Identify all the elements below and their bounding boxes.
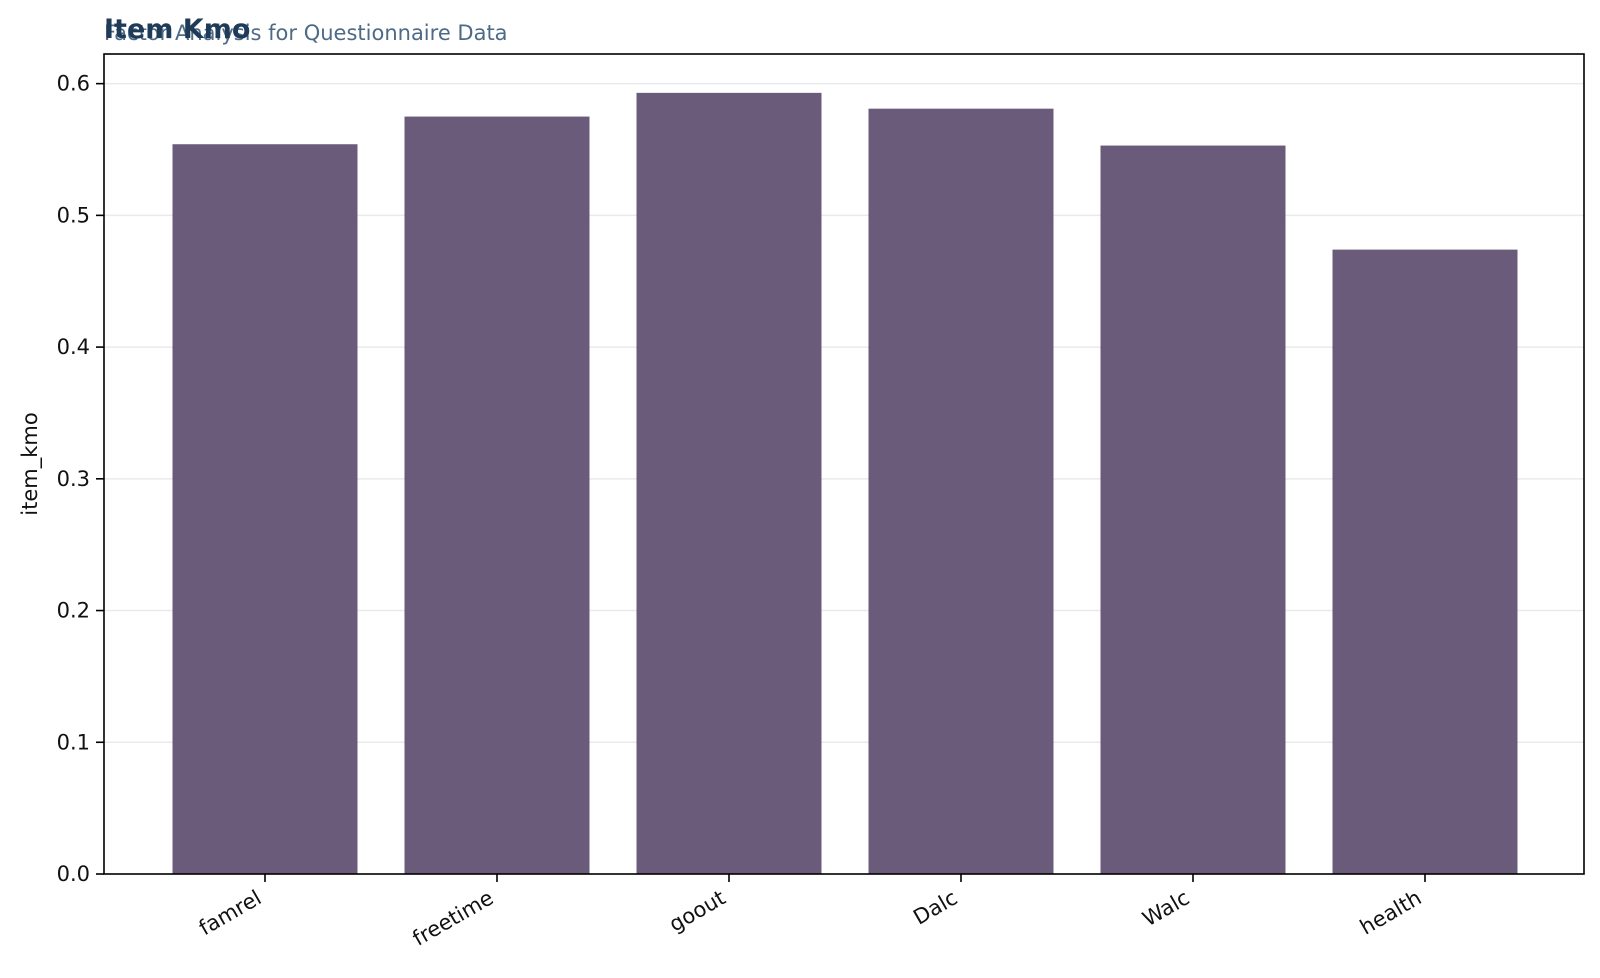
plot-frame xyxy=(103,53,1585,875)
bar-health xyxy=(1332,249,1518,875)
y-tick-label: 0.6 xyxy=(57,72,90,96)
bar-freetime xyxy=(404,116,590,874)
y-tick-label: 0.1 xyxy=(57,730,90,754)
x-axis: famrel freetime goout Dalc Walc health xyxy=(195,874,1426,951)
bar-goout xyxy=(636,92,822,874)
bar-Dalc xyxy=(868,108,1054,874)
y-tick-label: 0.4 xyxy=(57,335,90,359)
y-tick-label: 0.0 xyxy=(57,862,90,886)
y-tick-label: 0.5 xyxy=(57,203,90,227)
y-tick-label: 0.2 xyxy=(57,599,90,623)
x-tick-label: famrel xyxy=(195,886,266,941)
x-tick-label: Dalc xyxy=(909,886,961,930)
bar-Walc xyxy=(1100,145,1286,875)
chart-title: Item Kmo xyxy=(104,14,250,45)
y-tick-label: 0.3 xyxy=(57,467,90,491)
y-axis-label: item_kmo xyxy=(18,412,43,515)
x-tick-label: Walc xyxy=(1138,886,1193,932)
chart-subtitle: Factor Analysis for Questionnaire Data xyxy=(104,21,508,45)
x-tick-label: goout xyxy=(665,886,729,937)
x-tick-label: freetime xyxy=(409,886,498,951)
bars-layer xyxy=(172,92,1518,875)
bar-famrel xyxy=(172,144,358,875)
y-axis: 0.0 0.1 0.2 0.3 0.4 0.5 0.6 xyxy=(57,72,104,886)
x-tick-label: health xyxy=(1356,886,1426,940)
